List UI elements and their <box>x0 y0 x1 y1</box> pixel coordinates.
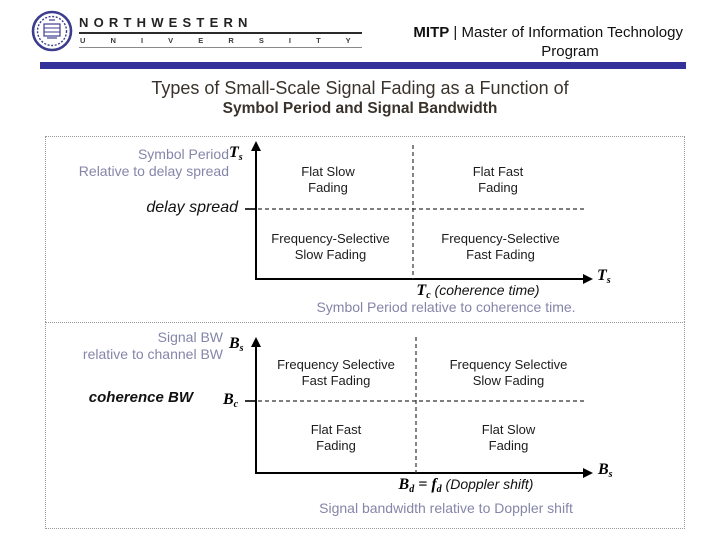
d2-doppler-b-symbol: Bd = fd <box>398 476 442 495</box>
diagram-signal-bandwidth: Signal BW relative to channel BW Bs cohe… <box>45 322 685 529</box>
d2-side-label-line2: relative to channel BW <box>82 346 223 362</box>
program-header: MITP | Master of Information Technology <box>340 24 683 41</box>
university-subtitle: U N I V E R S I T Y <box>79 34 363 48</box>
slide-title-line2: Symbol Period and Signal Bandwidth <box>222 100 498 117</box>
d2-quad-flat-slow: Flat Slow Fading <box>481 422 536 453</box>
d1-quad-freq-sel-slow: Frequency-Selective Slow Fading <box>271 231 390 262</box>
d2-caption: Signal bandwidth relative to Doppler shi… <box>319 500 573 516</box>
d2-y-tick-label: coherence BW <box>88 389 193 406</box>
d2-side-label-line1: Signal BW <box>157 329 223 345</box>
diagram-symbol-period: Symbol Period Relative to delay spread T… <box>45 136 685 324</box>
d2-quad-flat-fast: Flat Fast Fading <box>310 422 362 453</box>
header-accent-bar <box>40 62 686 69</box>
d2-side-label: Signal BW relative to channel BW <box>46 329 223 363</box>
d2-y-tick-symbol: Bc <box>223 391 239 410</box>
signal-bw-axes <box>245 337 593 478</box>
university-wordmark: NORTHWESTERN U N I V E R S I T Y <box>79 15 363 48</box>
d1-quad-freq-sel-fast: Frequency-Selective Fast Fading <box>441 231 560 262</box>
d2-y-axis-symbol: Bs <box>229 335 244 354</box>
d1-quad-flat-slow: Flat Slow Fading <box>301 164 355 195</box>
d1-x-tick-note: Tc (coherence time) <box>368 282 588 301</box>
d1-x-axis-symbol: Ts <box>597 267 611 286</box>
d1-coherence-symbol: Tc <box>416 282 431 301</box>
d1-side-label-line2: Relative to delay spread <box>78 163 229 179</box>
symbol-period-axes <box>245 141 593 284</box>
program-name: | Master of Information Technology <box>449 24 683 41</box>
d1-y-tick-label: delay spread <box>146 199 238 216</box>
d1-caption: Symbol Period relative to coherence time… <box>316 299 576 315</box>
university-name: NORTHWESTERN <box>79 15 363 34</box>
d2-x-axis-symbol: Bs <box>598 461 613 480</box>
d2-x-tick-note: Bd = fd (Doppler shift) <box>346 476 586 495</box>
program-header-line2: Program <box>541 43 599 60</box>
d2-quad-freq-sel-slow: Frequency Selective Slow Fading <box>449 357 568 388</box>
d1-side-label: Symbol Period Relative to delay spread <box>46 146 229 180</box>
northwestern-seal-icon <box>31 10 73 52</box>
d1-coherence-text: (coherence time) <box>430 282 540 298</box>
d1-side-label-line1: Symbol Period <box>137 146 229 162</box>
d2-quad-freq-sel-fast: Frequency Selective Fast Fading <box>277 357 395 388</box>
d2-doppler-text: (Doppler shift) <box>441 476 534 492</box>
d1-quad-flat-fast: Flat Fast Fading <box>472 164 524 195</box>
slide-title-line1: Types of Small-Scale Signal Fading as a … <box>151 78 569 98</box>
program-acronym: MITP <box>413 24 450 41</box>
d1-y-axis-symbol: Ts <box>229 144 243 163</box>
